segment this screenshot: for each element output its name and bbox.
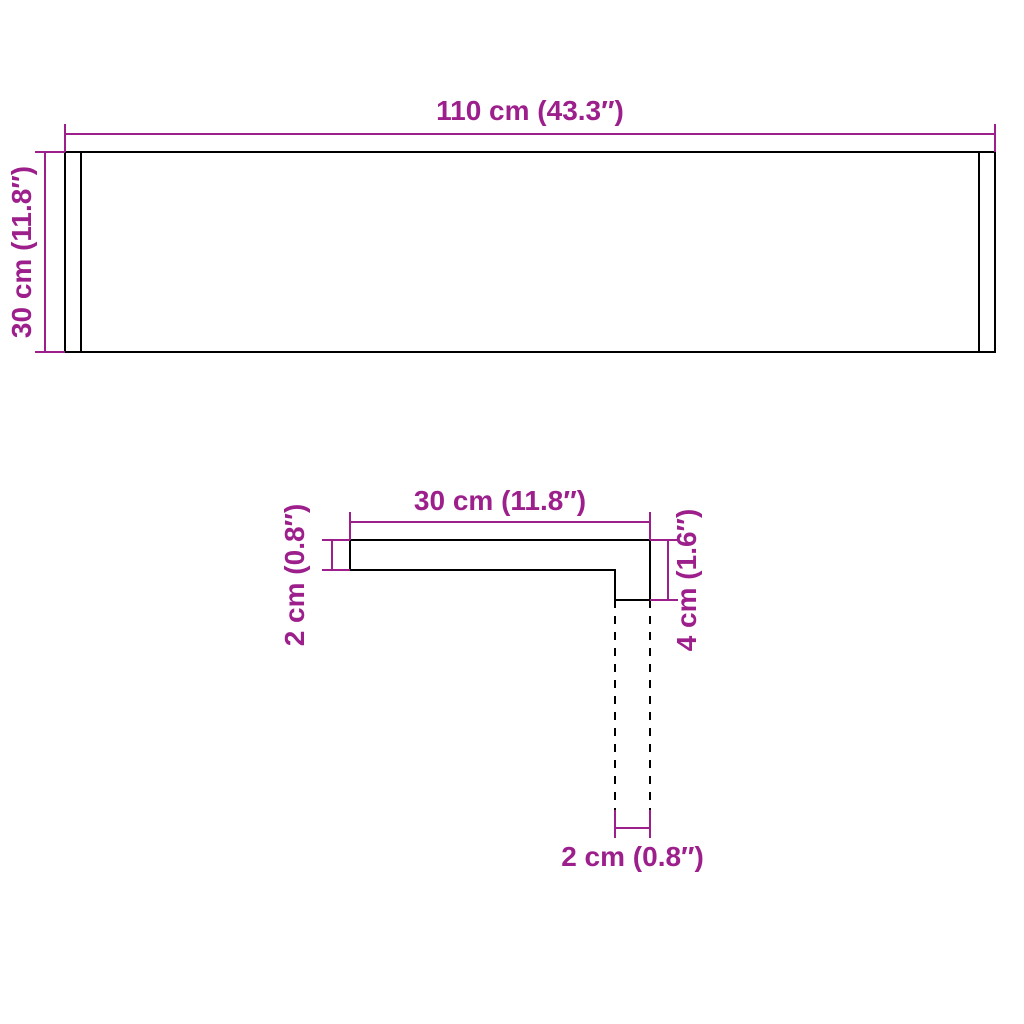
profile-right-depth-label: 4 cm (1.6″) bbox=[671, 509, 702, 652]
profile-outline bbox=[350, 540, 650, 600]
profile-left-thk-label: 2 cm (0.8″) bbox=[279, 504, 310, 647]
top-view-rect bbox=[65, 152, 995, 352]
dimension-diagram: 110 cm (43.3″) 30 cm (11.8″) 30 cm (11.8″)… bbox=[0, 0, 1024, 1024]
profile-width-label: 30 cm (11.8″) bbox=[414, 485, 586, 516]
width-label: 110 cm (43.3″) bbox=[436, 95, 624, 126]
profile-lip-label: 2 cm (0.8″) bbox=[561, 841, 704, 872]
height-label: 30 cm (11.8″) bbox=[6, 166, 37, 338]
